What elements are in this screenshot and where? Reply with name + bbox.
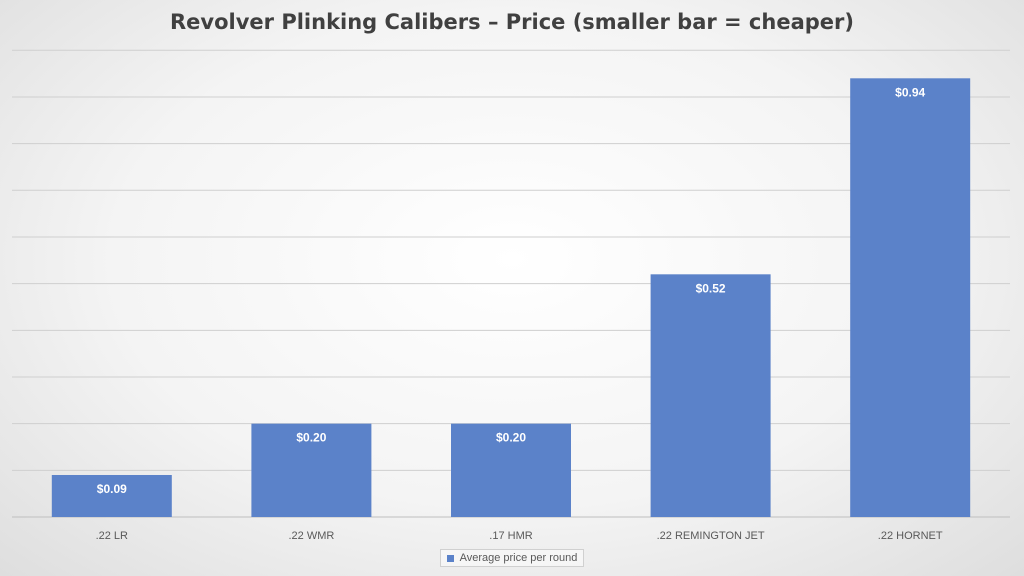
data-labels: $0.09 $0.20 $0.20 $0.52 $0.94 [97,85,926,496]
x-tick-label: .22 HORNET [878,530,943,542]
legend-label: Average price per round [459,552,578,564]
x-tick-label: .22 LR [96,530,128,542]
legend: Average price per round [0,548,1024,568]
x-tick-label: .17 HMR [489,530,532,542]
data-label: $0.52 [696,281,726,295]
bar [451,423,571,517]
x-tick-label: .22 REMINGTON JET [657,530,765,542]
bar [850,78,971,517]
data-label: $0.94 [895,85,925,99]
chart-title: Revolver Plinking Calibers – Price (smal… [170,10,854,34]
legend-item: Average price per round [439,549,585,567]
legend-swatch [446,554,454,562]
data-label: $0.20 [296,431,326,445]
data-label: $0.20 [496,431,526,445]
bar [650,274,771,517]
data-label: $0.09 [97,482,127,496]
x-tick-label: .22 WMR [288,530,334,542]
x-tick-labels: .22 LR .22 WMR .17 HMR .22 REMINGTON JET .22… [96,530,943,542]
bar [51,474,172,517]
bar [251,423,372,517]
bars [51,78,971,517]
